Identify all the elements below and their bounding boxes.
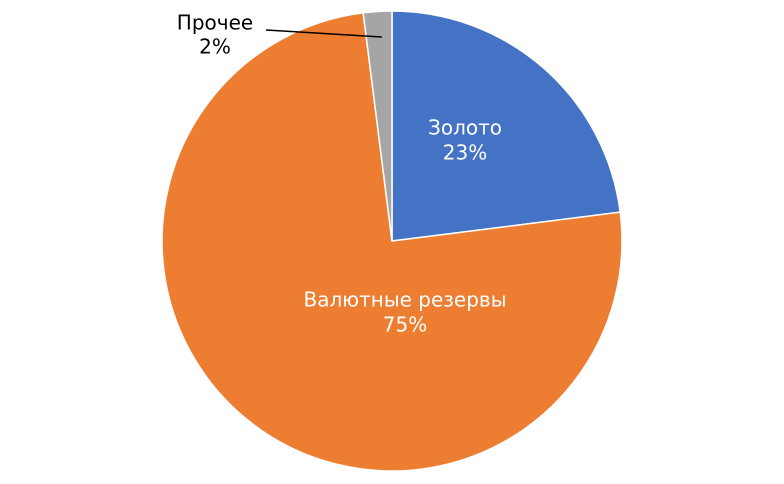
pie-slice — [161, 11, 623, 472]
slice-label: Валютные резервы — [304, 288, 507, 312]
slice-label: Золото — [428, 116, 502, 140]
pie-slice — [362, 10, 393, 242]
leader-line — [265, 29, 383, 38]
slice-label: Прочее — [177, 11, 253, 35]
slice-value-label: 2% — [199, 35, 231, 59]
pie-slice — [391, 10, 622, 242]
slice-value-label: 75% — [383, 313, 427, 337]
slice-value-label: 23% — [443, 141, 487, 165]
